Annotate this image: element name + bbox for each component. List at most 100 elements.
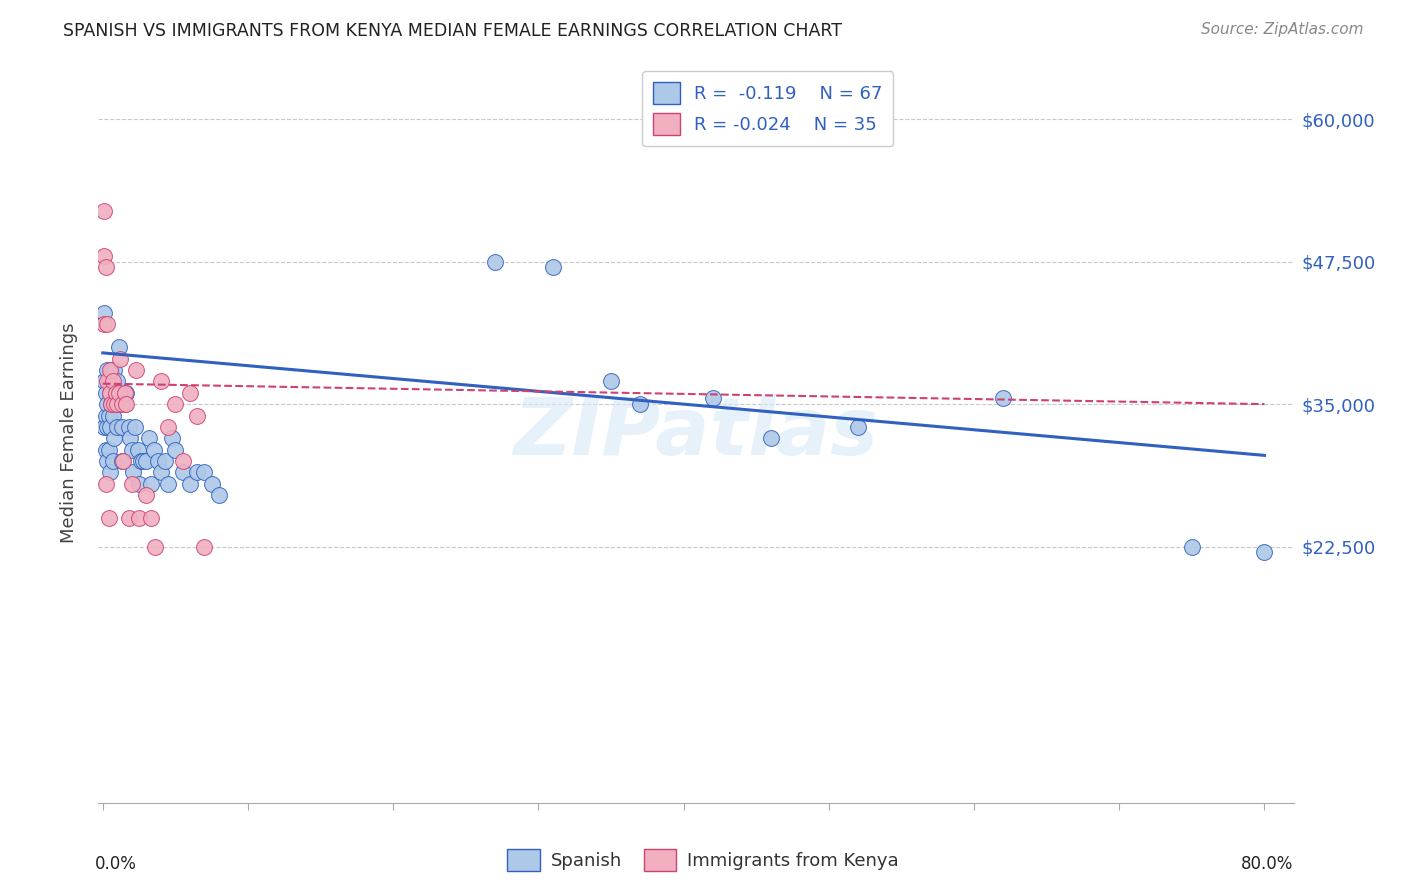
Point [759, 431, 782, 445]
Text: 80.0%: 80.0% [1241, 855, 1294, 872]
Point [125, 363, 148, 377]
Point [104, 385, 127, 400]
Point [98, 363, 121, 377]
Point [114, 385, 136, 400]
Point [100, 363, 122, 377]
Point [135, 488, 157, 502]
Point [991, 392, 1014, 406]
Point [143, 540, 166, 554]
Point [97, 375, 120, 389]
Point [94, 385, 117, 400]
Point [155, 454, 177, 468]
Point [172, 466, 194, 480]
Point [93, 420, 115, 434]
Point [193, 540, 215, 554]
Legend: R =  -0.119    N = 67, R = -0.024    N = 35: R = -0.119 N = 67, R = -0.024 N = 35 [643, 71, 893, 146]
Point [115, 397, 138, 411]
Point [97, 409, 120, 423]
Point [111, 420, 134, 434]
Point [94, 476, 117, 491]
Point [108, 351, 131, 366]
Point [96, 454, 118, 468]
Point [179, 476, 201, 491]
Point [98, 385, 121, 400]
Point [94, 409, 117, 423]
Point [93, 375, 115, 389]
Text: SPANISH VS IMMIGRANTS FROM KENYA MEDIAN FEMALE EARNINGS CORRELATION CHART: SPANISH VS IMMIGRANTS FROM KENYA MEDIAN … [63, 22, 842, 40]
Point [541, 260, 564, 275]
Point [93, 306, 115, 320]
Point [93, 318, 115, 332]
Point [201, 476, 224, 491]
Point [138, 431, 160, 445]
Point [112, 454, 135, 468]
Point [121, 476, 143, 491]
Point [105, 375, 128, 389]
Point [103, 397, 125, 411]
Point [149, 466, 172, 480]
Point [94, 442, 117, 457]
Point [105, 397, 128, 411]
Point [101, 409, 124, 423]
Point [101, 375, 124, 389]
Point [162, 431, 184, 445]
Point [208, 488, 231, 502]
Point [97, 511, 120, 525]
Point [1253, 545, 1275, 559]
Point [104, 397, 127, 411]
Point [165, 442, 187, 457]
Point [142, 442, 165, 457]
Point [105, 420, 128, 434]
Point [135, 454, 157, 468]
Point [96, 363, 118, 377]
Point [107, 340, 129, 354]
Point [128, 511, 150, 525]
Point [172, 454, 194, 468]
Point [111, 397, 134, 411]
Point [107, 385, 129, 400]
Y-axis label: Median Female Earnings: Median Female Earnings [59, 322, 77, 543]
Point [98, 385, 121, 400]
Point [628, 397, 651, 411]
Point [1181, 540, 1204, 554]
Point [115, 385, 138, 400]
Point [139, 476, 162, 491]
Point [186, 409, 208, 423]
Point [97, 442, 120, 457]
Point [94, 260, 117, 275]
Point [100, 397, 122, 411]
Point [132, 454, 155, 468]
Point [114, 397, 136, 411]
Point [149, 375, 172, 389]
Point [96, 318, 118, 332]
Point [179, 385, 201, 400]
Point [193, 466, 215, 480]
Point [96, 375, 118, 389]
Point [846, 420, 869, 434]
Point [146, 454, 169, 468]
Point [124, 420, 146, 434]
Text: ZIPatlas: ZIPatlas [513, 393, 879, 472]
Point [157, 476, 180, 491]
Point [186, 466, 208, 480]
Point [96, 397, 118, 411]
Point [702, 392, 724, 406]
Point [101, 454, 124, 468]
Text: Source: ZipAtlas.com: Source: ZipAtlas.com [1201, 22, 1364, 37]
Point [139, 511, 162, 525]
Point [165, 397, 187, 411]
Point [122, 466, 145, 480]
Point [93, 249, 115, 263]
Point [127, 442, 149, 457]
Point [93, 203, 115, 218]
Point [120, 431, 142, 445]
Point [107, 385, 129, 400]
Point [118, 511, 141, 525]
Text: 0.0%: 0.0% [94, 855, 136, 872]
Point [108, 397, 131, 411]
Point [157, 420, 180, 434]
Point [128, 476, 150, 491]
Point [98, 420, 121, 434]
Legend: Spanish, Immigrants from Kenya: Spanish, Immigrants from Kenya [501, 842, 905, 879]
Point [100, 397, 122, 411]
